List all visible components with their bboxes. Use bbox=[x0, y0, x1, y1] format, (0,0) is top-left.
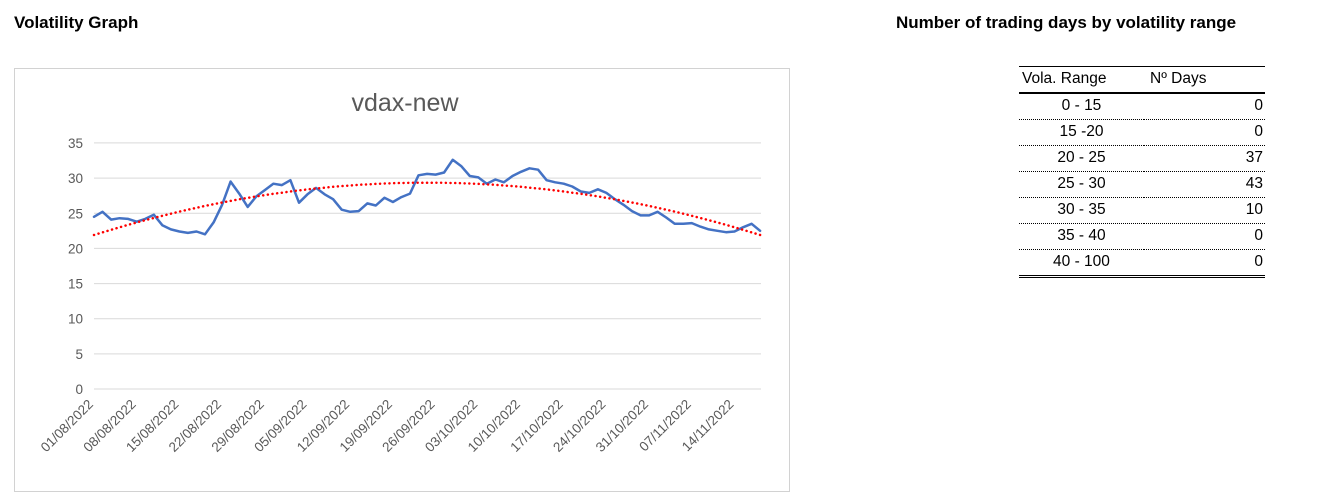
x-axis-labels-group: 01/08/202208/08/202215/08/202222/08/2022… bbox=[38, 397, 737, 455]
table-row: 0 - 15 0 bbox=[1019, 93, 1265, 120]
col-header-vola-range: Vola. Range bbox=[1019, 66, 1144, 94]
trend-line bbox=[92, 181, 762, 237]
vola-range-cell: 0 - 15 bbox=[1019, 93, 1144, 120]
volatility-chart: vdax-new 0 5 10 15 20 25 30 35 01/08/2022 08/08/… bbox=[14, 68, 790, 492]
days-count-cell: 37 bbox=[1144, 145, 1265, 172]
y-axis-label: 15 bbox=[68, 277, 83, 292]
y-axis-label: 20 bbox=[68, 241, 83, 256]
volatility-graph-heading: Volatility Graph bbox=[14, 13, 139, 32]
trading-days-table-heading: Number of trading days by volatility ran… bbox=[896, 13, 1237, 32]
y-axis-label: 5 bbox=[75, 347, 83, 362]
table-row: 25 - 30 43 bbox=[1019, 171, 1265, 198]
days-count-cell: 0 bbox=[1144, 119, 1265, 146]
vola-range-cell: 40 - 100 bbox=[1019, 249, 1144, 278]
col-header-n-days: Nº Days bbox=[1144, 66, 1265, 94]
vola-range-cell: 30 - 35 bbox=[1019, 197, 1144, 224]
table-row: 30 - 35 10 bbox=[1019, 197, 1265, 224]
days-count-cell: 0 bbox=[1144, 223, 1265, 250]
table-row: 15 -20 0 bbox=[1019, 119, 1265, 146]
vola-range-cell: 15 -20 bbox=[1019, 119, 1144, 146]
y-axis-label: 10 bbox=[68, 312, 83, 327]
table-header: Vola. Range Nº Days bbox=[1019, 66, 1265, 94]
chart-svg: vdax-new 0 5 10 15 20 25 30 35 01/08/202208/08/… bbox=[38, 89, 762, 455]
days-count-cell: 0 bbox=[1144, 93, 1265, 120]
vola-range-cell: 25 - 30 bbox=[1019, 171, 1144, 198]
series-group bbox=[92, 158, 762, 237]
y-axis-label: 35 bbox=[68, 136, 83, 151]
table-row: 40 - 100 0 bbox=[1019, 249, 1265, 278]
vdax-series-line bbox=[92, 158, 762, 236]
days-count-cell: 0 bbox=[1144, 249, 1265, 278]
y-axis-label: 30 bbox=[68, 171, 83, 186]
days-count-cell: 10 bbox=[1144, 197, 1265, 224]
vola-range-cell: 20 - 25 bbox=[1019, 145, 1144, 172]
table-row: 20 - 25 37 bbox=[1019, 145, 1265, 172]
gridlines-group bbox=[94, 142, 761, 390]
days-count-cell: 43 bbox=[1144, 171, 1265, 198]
vola-range-cell: 35 - 40 bbox=[1019, 223, 1144, 250]
y-axis-label: 0 bbox=[75, 382, 83, 397]
table-row: 35 - 40 0 bbox=[1019, 223, 1265, 250]
chart-title: vdax-new bbox=[352, 89, 460, 117]
volatility-range-table: Vola. Range Nº Days 0 - 15 0 15 -20 0 20 - 2… bbox=[1019, 66, 1265, 278]
y-axis-labels-group: 0 5 10 15 20 25 30 35 bbox=[68, 136, 83, 397]
y-axis-label: 25 bbox=[68, 206, 83, 221]
